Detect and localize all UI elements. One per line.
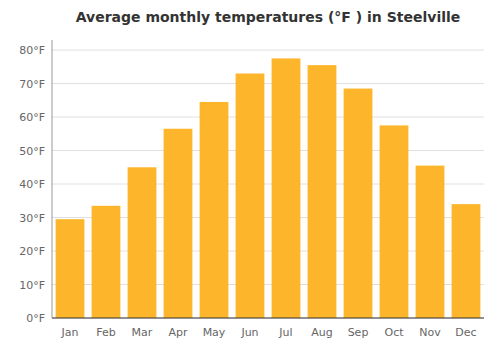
bar <box>344 89 373 318</box>
x-tick-label: Apr <box>168 326 188 339</box>
bar <box>92 206 121 318</box>
bar <box>164 129 193 318</box>
grid-line <box>52 318 484 319</box>
y-tick-label: 40°F <box>19 178 45 191</box>
bar <box>380 125 409 318</box>
x-tick-label: Oct <box>384 326 404 339</box>
x-tick-label: Jun <box>240 326 258 339</box>
bar <box>272 58 301 318</box>
bar <box>308 65 337 318</box>
y-axis-line <box>52 40 53 318</box>
x-tick-label: Mar <box>132 326 153 339</box>
bar <box>200 102 229 318</box>
y-tick-label: 20°F <box>19 245 45 258</box>
y-tick-label: 80°F <box>19 44 45 57</box>
y-tick-label: 60°F <box>19 111 45 124</box>
y-tick-label: 30°F <box>19 212 45 225</box>
chart-container: Average monthly temperatures (°F ) in St… <box>0 0 500 350</box>
y-tick-label: 10°F <box>19 279 45 292</box>
chart-svg: Average monthly temperatures (°F ) in St… <box>0 0 500 350</box>
bar <box>56 219 85 318</box>
x-tick-label: Jan <box>61 326 79 339</box>
grid-line <box>52 117 484 118</box>
grid-line <box>52 83 484 84</box>
grid-line <box>52 150 484 151</box>
bar <box>416 166 445 318</box>
chart-title: Average monthly temperatures (°F ) in St… <box>76 9 461 25</box>
bars <box>56 58 481 318</box>
x-tick-label: Aug <box>311 326 332 339</box>
y-grid <box>52 50 484 318</box>
bar <box>452 204 481 318</box>
x-tick-label: Jul <box>278 326 292 339</box>
x-tick-label: May <box>203 326 226 339</box>
bar <box>128 167 157 318</box>
y-tick-label: 0°F <box>26 312 45 325</box>
y-tick-label: 50°F <box>19 145 45 158</box>
x-axis-line <box>52 318 484 319</box>
x-tick-label: Dec <box>455 326 476 339</box>
x-tick-label: Nov <box>419 326 441 339</box>
x-tick-label: Sep <box>348 326 369 339</box>
bar <box>236 73 265 318</box>
y-tick-label: 70°F <box>19 78 45 91</box>
x-tick-label: Feb <box>96 326 115 339</box>
grid-line <box>52 50 484 51</box>
